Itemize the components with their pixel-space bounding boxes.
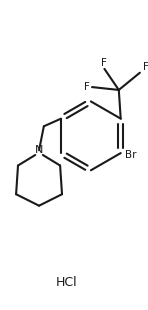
Text: F: F: [84, 82, 90, 92]
Text: F: F: [143, 62, 148, 72]
Text: HCl: HCl: [56, 276, 78, 289]
Text: Br: Br: [124, 150, 136, 160]
Text: N: N: [35, 145, 43, 155]
Text: F: F: [100, 58, 106, 68]
